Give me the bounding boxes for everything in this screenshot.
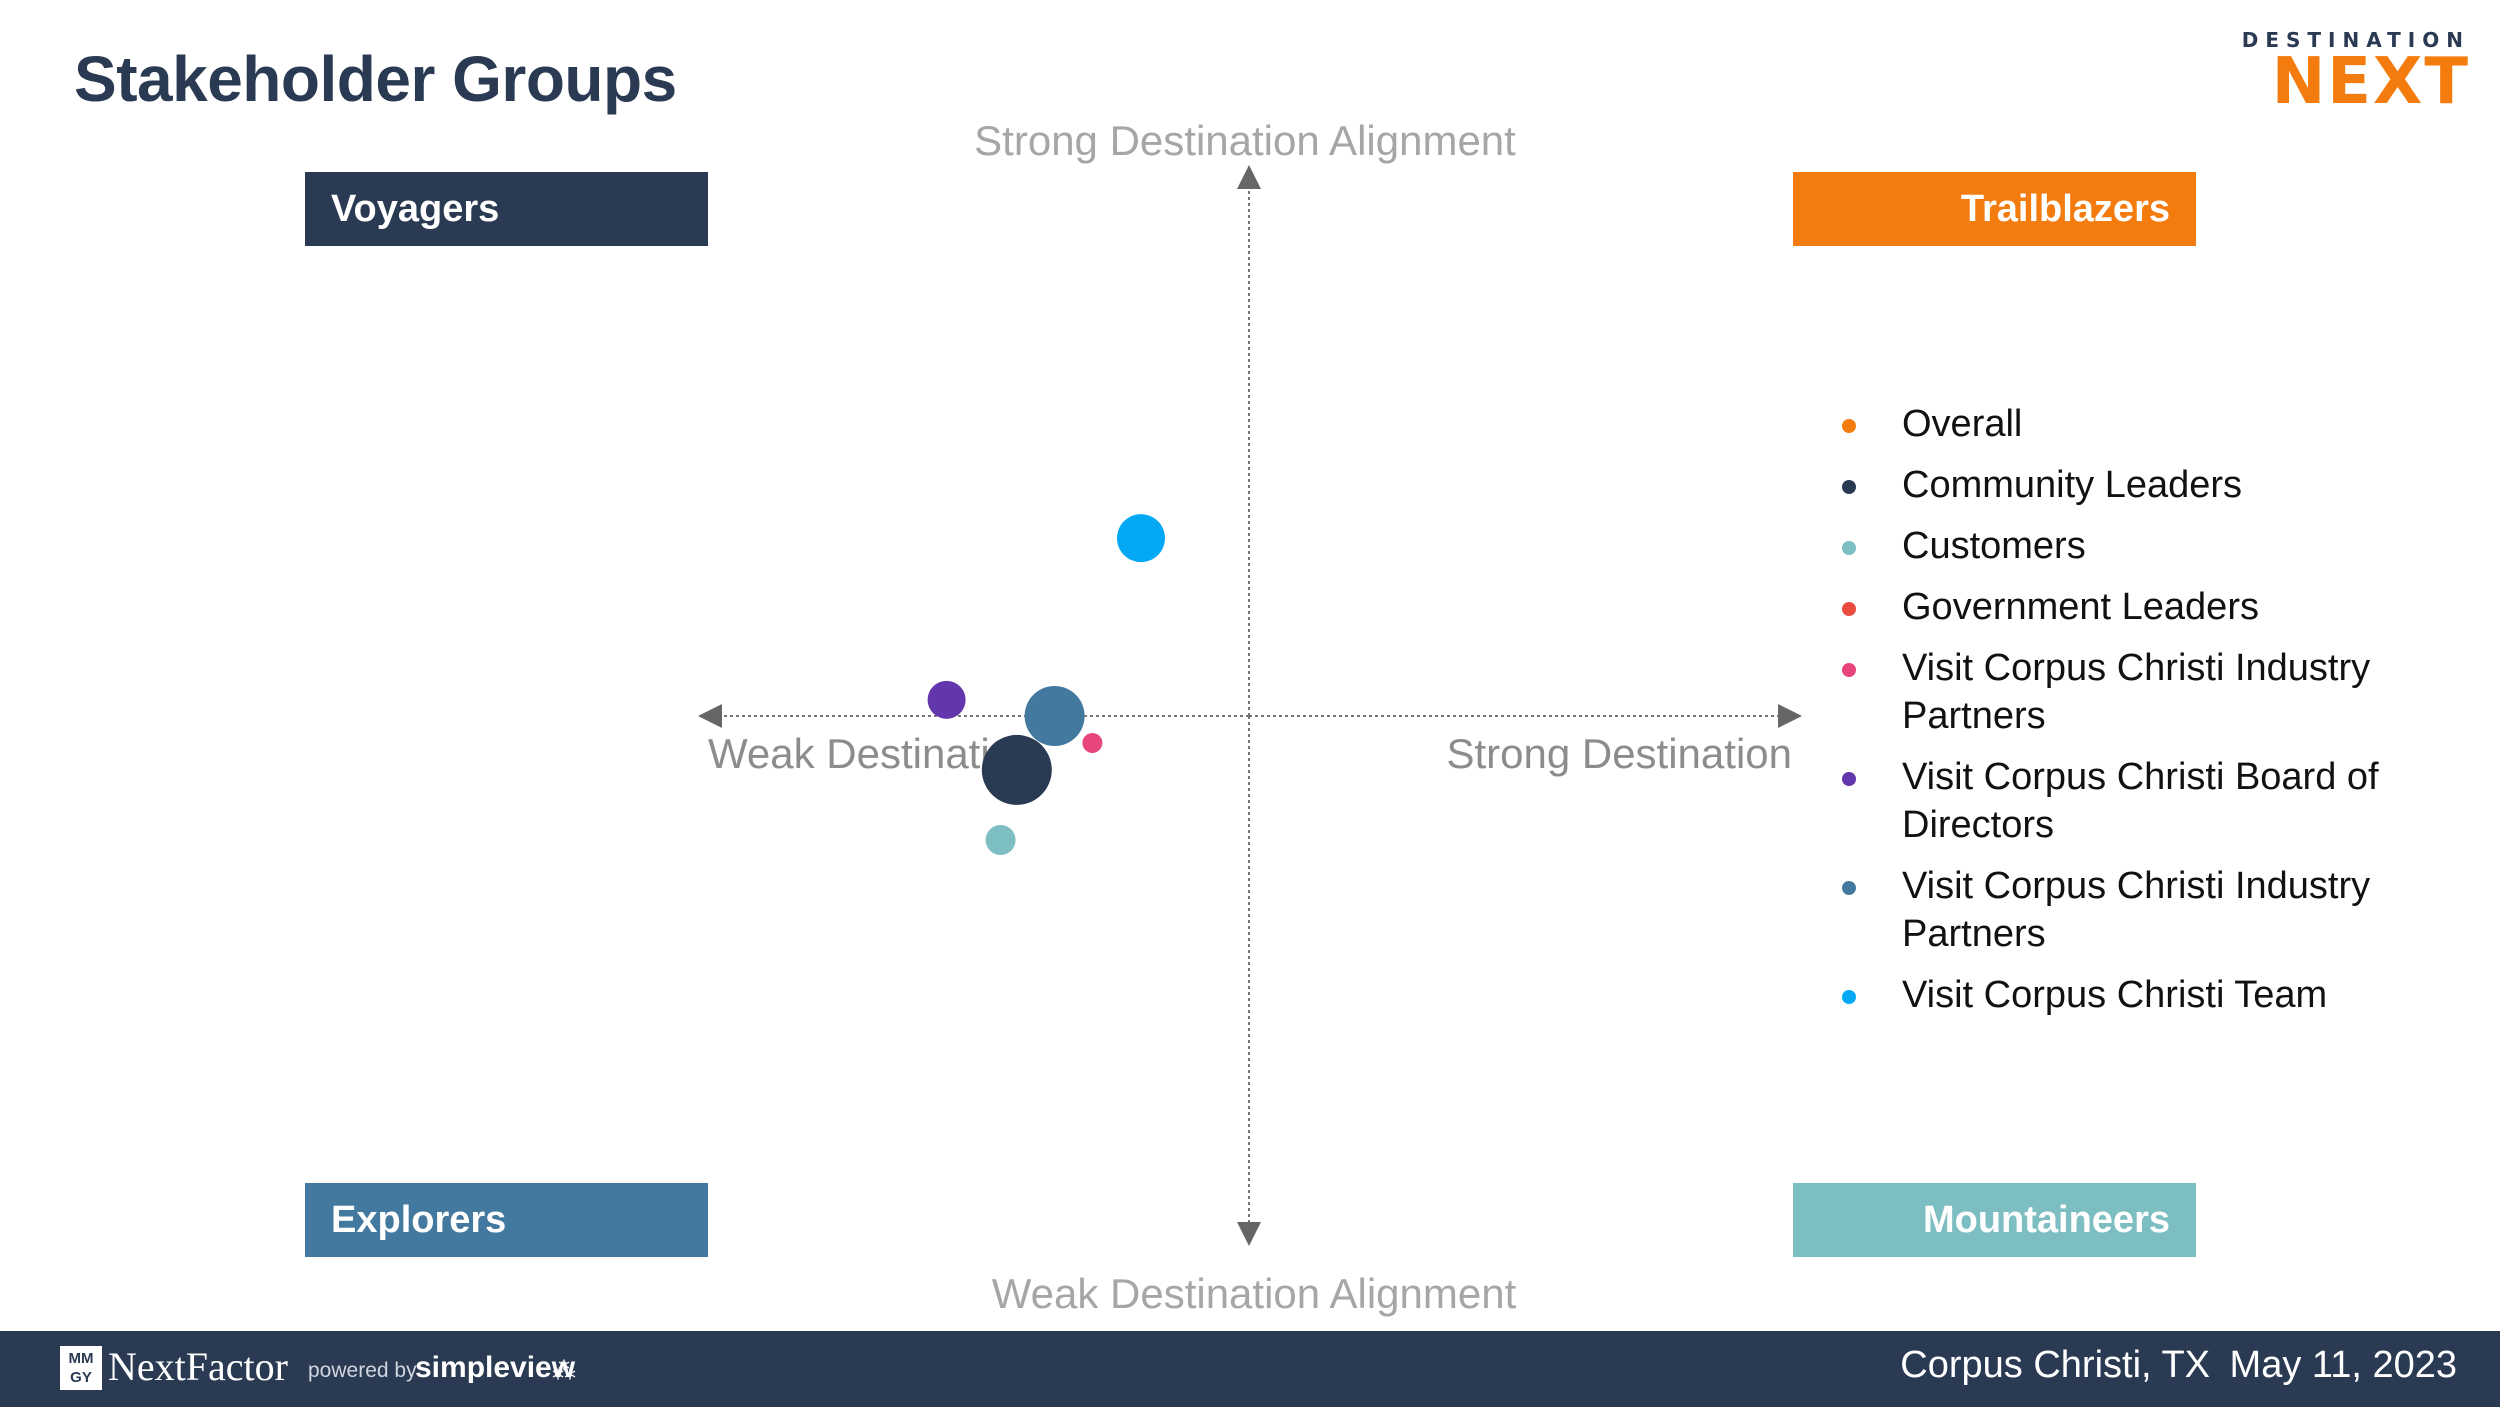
data-point-1: [981, 734, 1052, 805]
legend-label: Visit Corpus Christi Board of Directors: [1902, 756, 2379, 846]
legend-dot-icon: [1842, 881, 1856, 895]
legend-dot-icon: [1842, 772, 1856, 786]
simpleview-icon: ⁂: [552, 1358, 576, 1385]
legend-label: Community Leaders: [1902, 464, 2243, 506]
legend-dot-icon: [1842, 480, 1856, 494]
quadrant-trailblazers: Trailblazers: [1793, 172, 2196, 246]
simpleview-logo: simpleview: [415, 1351, 576, 1384]
legend-item: Overall: [1838, 400, 2398, 448]
legend-item: Visit Corpus Christi Team: [1838, 971, 2398, 1019]
scatter-chart: Strong Destination Alignment Weak Destin…: [698, 117, 1802, 1317]
destination-next-logo: DESTINATION NEXT: [2241, 28, 2470, 119]
footer-location: Corpus Christi, TX: [1900, 1344, 2210, 1386]
y-axis-bottom-label: Weak Destination Alignment: [992, 1270, 1517, 1317]
legend-dot-icon: [1842, 541, 1856, 555]
legend-label: Government Leaders: [1902, 586, 2259, 628]
legend-label: Customers: [1902, 525, 2086, 567]
legend-label: Visit Corpus Christi Team: [1902, 974, 2328, 1016]
x-axis-left-label: Weak Destinati: [708, 730, 990, 777]
data-point-6: [1024, 686, 1085, 746]
legend-item: Visit Corpus Christi Board of Directors: [1838, 753, 2398, 849]
powered-by-text: powered by: [308, 1359, 417, 1382]
legend-item: Government Leaders: [1838, 583, 2398, 631]
quadrant-mountaineers: Mountaineers: [1793, 1183, 2196, 1257]
legend-dot-icon: [1842, 602, 1856, 616]
legend-dot-icon: [1842, 663, 1856, 677]
legend-item: Visit Corpus Christi Industry Partners: [1838, 644, 2398, 740]
quadrant-explorers: Explorers: [305, 1183, 708, 1257]
legend-item: Customers: [1838, 522, 2398, 570]
quadrant-voyagers: Voyagers: [305, 172, 708, 246]
y-axis-top-label: Strong Destination Alignment: [974, 117, 1516, 164]
legend-label: Overall: [1902, 403, 2023, 445]
x-axis-right-label: Strong Destination: [1446, 730, 1792, 777]
chart-legend: Overall Community Leaders Customers Governm…: [1838, 400, 2398, 1032]
legend-item: Visit Corpus Christi Industry Partners: [1838, 862, 2398, 958]
data-point-5: [927, 680, 966, 719]
mmgy-logo: MM GY: [60, 1346, 102, 1390]
nextfactor-logo: NextFactor: [108, 1344, 288, 1389]
footer-bar: MM GY NextFactor powered by simpleview ⁂…: [0, 1331, 2500, 1407]
footer-date: May 11, 2023: [2229, 1344, 2457, 1386]
data-point-4: [1082, 732, 1103, 753]
legend-item: Community Leaders: [1838, 461, 2398, 509]
page-title: Stakeholder Groups: [74, 43, 677, 115]
legend-label: Visit Corpus Christi Industry Partners: [1902, 865, 2371, 955]
logo-top-text: DESTINATION: [2241, 28, 2470, 52]
legend-dot-icon: [1842, 990, 1856, 1004]
legend-dot-icon: [1842, 419, 1856, 433]
data-point-7: [1117, 514, 1165, 563]
data-points: [927, 514, 1165, 855]
legend-label: Visit Corpus Christi Industry Partners: [1902, 647, 2371, 737]
logo-main-text: NEXT: [2271, 45, 2470, 119]
data-point-2: [985, 824, 1016, 855]
